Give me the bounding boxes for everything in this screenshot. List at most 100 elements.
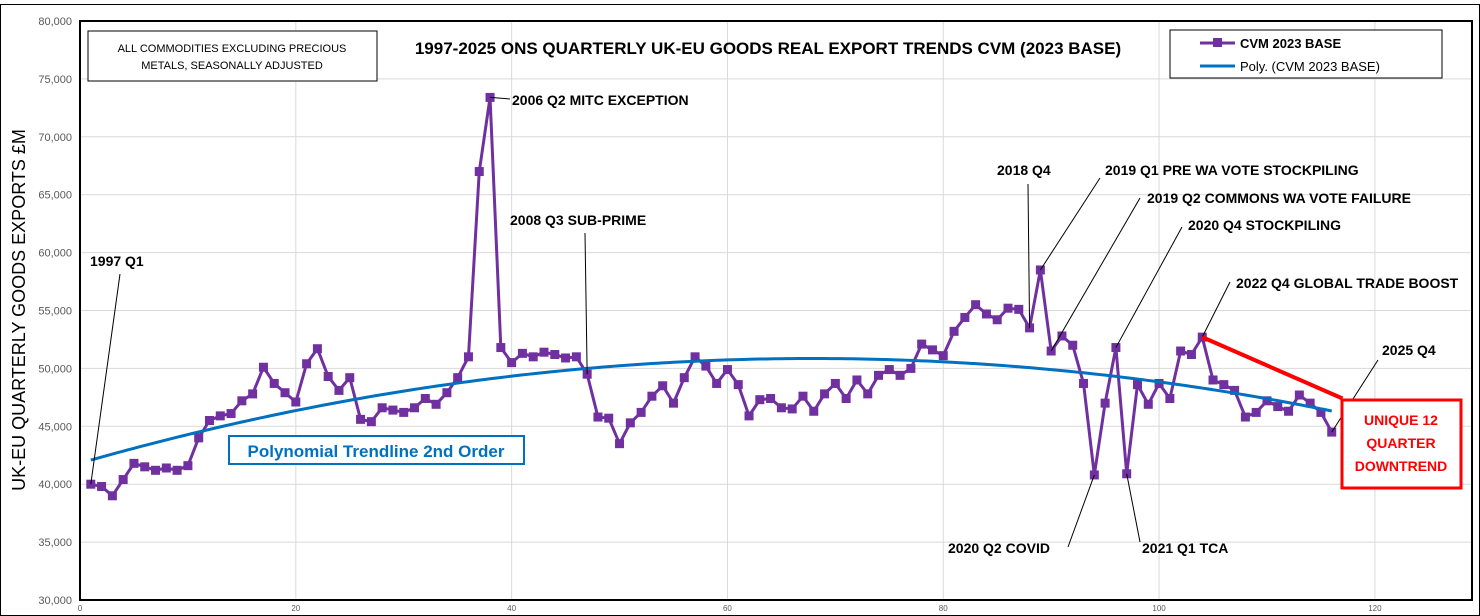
data-point	[863, 389, 873, 399]
leader-line	[584, 232, 588, 375]
trendline-label-box	[228, 435, 525, 465]
data-point	[981, 309, 991, 319]
annotation-label: 2020 Q2 COVID	[948, 540, 1050, 556]
data-point	[226, 409, 236, 419]
leader-line	[1050, 197, 1141, 352]
data-point	[1003, 303, 1013, 313]
data-point	[302, 359, 312, 369]
leader-line	[1331, 359, 1379, 433]
y-tick-label: 70,000	[38, 132, 72, 144]
trendline-path	[90, 357, 1333, 462]
data-point	[323, 372, 333, 382]
data-point	[1240, 412, 1250, 422]
data-point	[1100, 398, 1110, 408]
data-point	[442, 388, 452, 398]
data-point	[463, 352, 473, 362]
data-point	[118, 475, 128, 485]
downtrend-label-1: UNIQUE 12	[1364, 412, 1438, 428]
data-point	[830, 378, 840, 388]
data-point	[960, 312, 970, 322]
annotation-label: 2025 Q4	[1382, 342, 1436, 358]
data-point	[410, 403, 420, 413]
y-tick-label: 65,000	[38, 190, 72, 202]
data-point	[906, 363, 916, 373]
legend-label-cvm: CVM 2023 BASE	[1240, 36, 1341, 51]
data-point	[507, 358, 517, 368]
y-tick-label: 30,000	[38, 595, 72, 607]
data-point	[787, 404, 797, 414]
downtrend-arrow-line	[1201, 335, 1344, 401]
data-point	[312, 344, 322, 354]
data-point	[1057, 331, 1067, 341]
y-tick-label: 35,000	[38, 537, 72, 549]
data-point	[1143, 399, 1153, 409]
data-point	[269, 378, 279, 388]
data-point	[755, 395, 765, 405]
data-point	[874, 370, 884, 380]
data-point	[1079, 378, 1089, 388]
x-axis-ticks: 0 20 40 60 80 100 120	[78, 604, 1382, 613]
data-point	[1305, 398, 1315, 408]
annotation-label: 2021 Q1 TCA	[1142, 540, 1228, 556]
data-point	[1208, 375, 1218, 385]
data-point	[561, 353, 571, 363]
data-point	[366, 417, 376, 427]
data-point	[658, 381, 668, 391]
data-point	[453, 373, 463, 383]
data-point	[1154, 378, 1164, 388]
data-point	[140, 462, 150, 472]
y-tick-label: 40,000	[38, 479, 72, 491]
data-point	[776, 403, 786, 413]
data-point	[517, 348, 527, 358]
data-point	[722, 365, 732, 375]
leader-line	[1039, 177, 1101, 271]
data-point	[1262, 396, 1272, 406]
data-point	[679, 373, 689, 383]
data-point	[334, 385, 344, 395]
data-point	[1273, 402, 1283, 412]
data-point	[1316, 407, 1326, 417]
leader-line	[490, 96, 511, 100]
data-point	[388, 405, 398, 415]
data-point	[377, 403, 387, 413]
y-tick-label: 60,000	[38, 248, 72, 260]
data-point	[550, 350, 560, 360]
data-point	[949, 326, 959, 336]
x-tick-label: 60	[723, 604, 732, 613]
data-point	[1014, 304, 1024, 314]
leader-line	[1067, 474, 1095, 548]
x-tick-label: 100	[1152, 604, 1166, 613]
data-point	[604, 413, 614, 423]
data-point	[1186, 350, 1196, 360]
data-point	[258, 362, 268, 372]
data-point	[356, 414, 366, 424]
data-point	[625, 418, 635, 428]
data-point	[172, 465, 182, 475]
data-point	[766, 394, 776, 404]
data-point	[399, 407, 409, 417]
data-point	[712, 378, 722, 388]
legend-marker	[1213, 38, 1222, 47]
x-tick-label: 20	[291, 604, 300, 613]
data-point	[151, 465, 161, 475]
data-point	[841, 394, 851, 404]
chart-title: 1997-2025 ONS QUARTERLY UK-EU GOODS REAL…	[415, 39, 1121, 58]
annotation-leaders	[90, 96, 1379, 548]
annotation-label: 2018 Q4	[997, 162, 1051, 178]
data-point	[97, 482, 107, 492]
x-tick-label: 120	[1368, 604, 1382, 613]
data-point	[917, 339, 927, 349]
data-point	[215, 411, 225, 421]
data-point	[474, 167, 484, 177]
data-point	[668, 398, 678, 408]
data-point	[798, 391, 808, 401]
data-point	[938, 351, 948, 361]
data-point	[280, 388, 290, 398]
data-point	[129, 458, 139, 468]
annotation-label: 2020 Q4 STOCKPILING	[1188, 217, 1341, 233]
data-point	[992, 315, 1002, 325]
trendline	[90, 357, 1333, 462]
leader-line	[90, 273, 121, 485]
data-point	[571, 352, 581, 362]
